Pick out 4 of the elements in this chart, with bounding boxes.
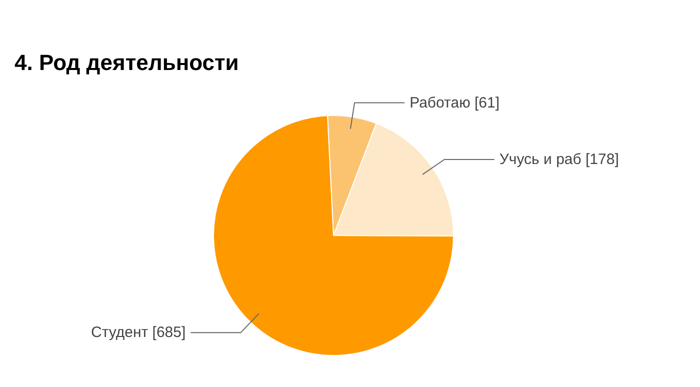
slice-label: Студент [685] <box>91 324 186 342</box>
chart-title: 4. Род деятельности <box>14 50 239 75</box>
slice-label: Учусь и раб [178] <box>499 151 619 168</box>
slice-label: Работаю [61] <box>410 94 500 112</box>
